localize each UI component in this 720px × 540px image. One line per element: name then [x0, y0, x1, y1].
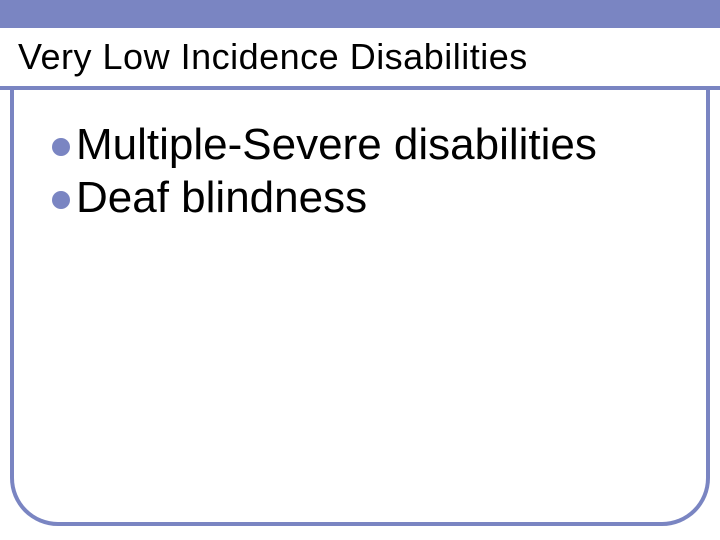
list-item: Multiple-Severe disabilities	[52, 120, 680, 171]
bullet-icon	[52, 138, 70, 156]
list-item: Deaf blindness	[52, 173, 680, 224]
content-frame: Multiple-Severe disabilities Deaf blindn…	[10, 86, 710, 526]
bullet-icon	[52, 191, 70, 209]
slide-title: Very Low Incidence Disabilities	[18, 36, 528, 78]
header-band	[0, 0, 720, 28]
bullet-text: Multiple-Severe disabilities	[76, 120, 597, 171]
bullet-text: Deaf blindness	[76, 173, 367, 224]
title-area: Very Low Incidence Disabilities	[0, 28, 720, 86]
